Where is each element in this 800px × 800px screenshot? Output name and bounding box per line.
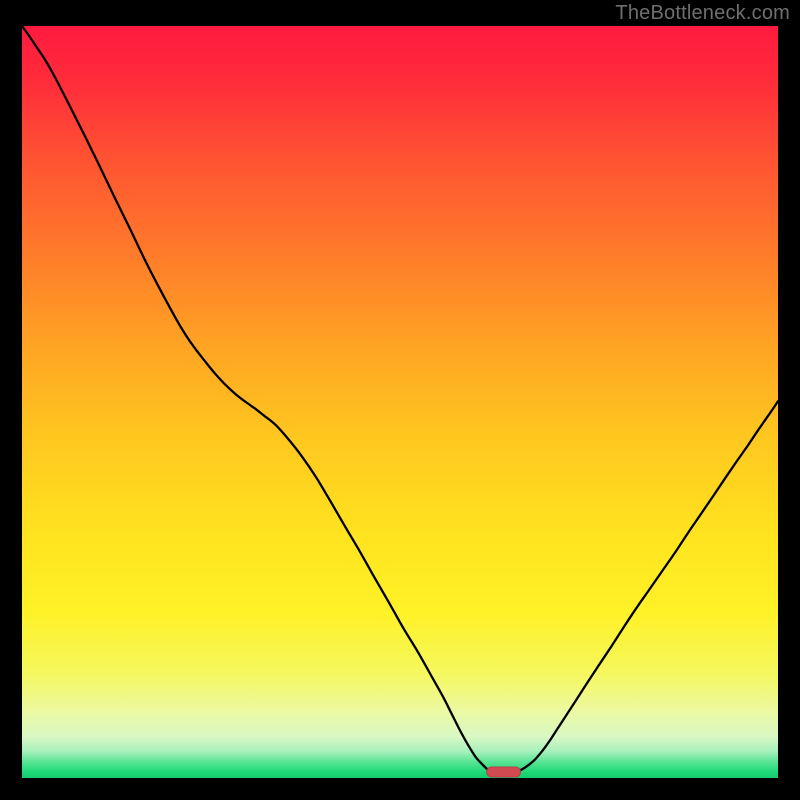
minimum-marker-pill <box>487 767 521 777</box>
chart-stage: TheBottleneck.com <box>0 0 800 800</box>
chart-plot-area <box>22 26 778 778</box>
chart-background-gradient <box>22 26 778 778</box>
chart-svg <box>22 26 778 778</box>
watermark-text: TheBottleneck.com <box>615 2 790 25</box>
